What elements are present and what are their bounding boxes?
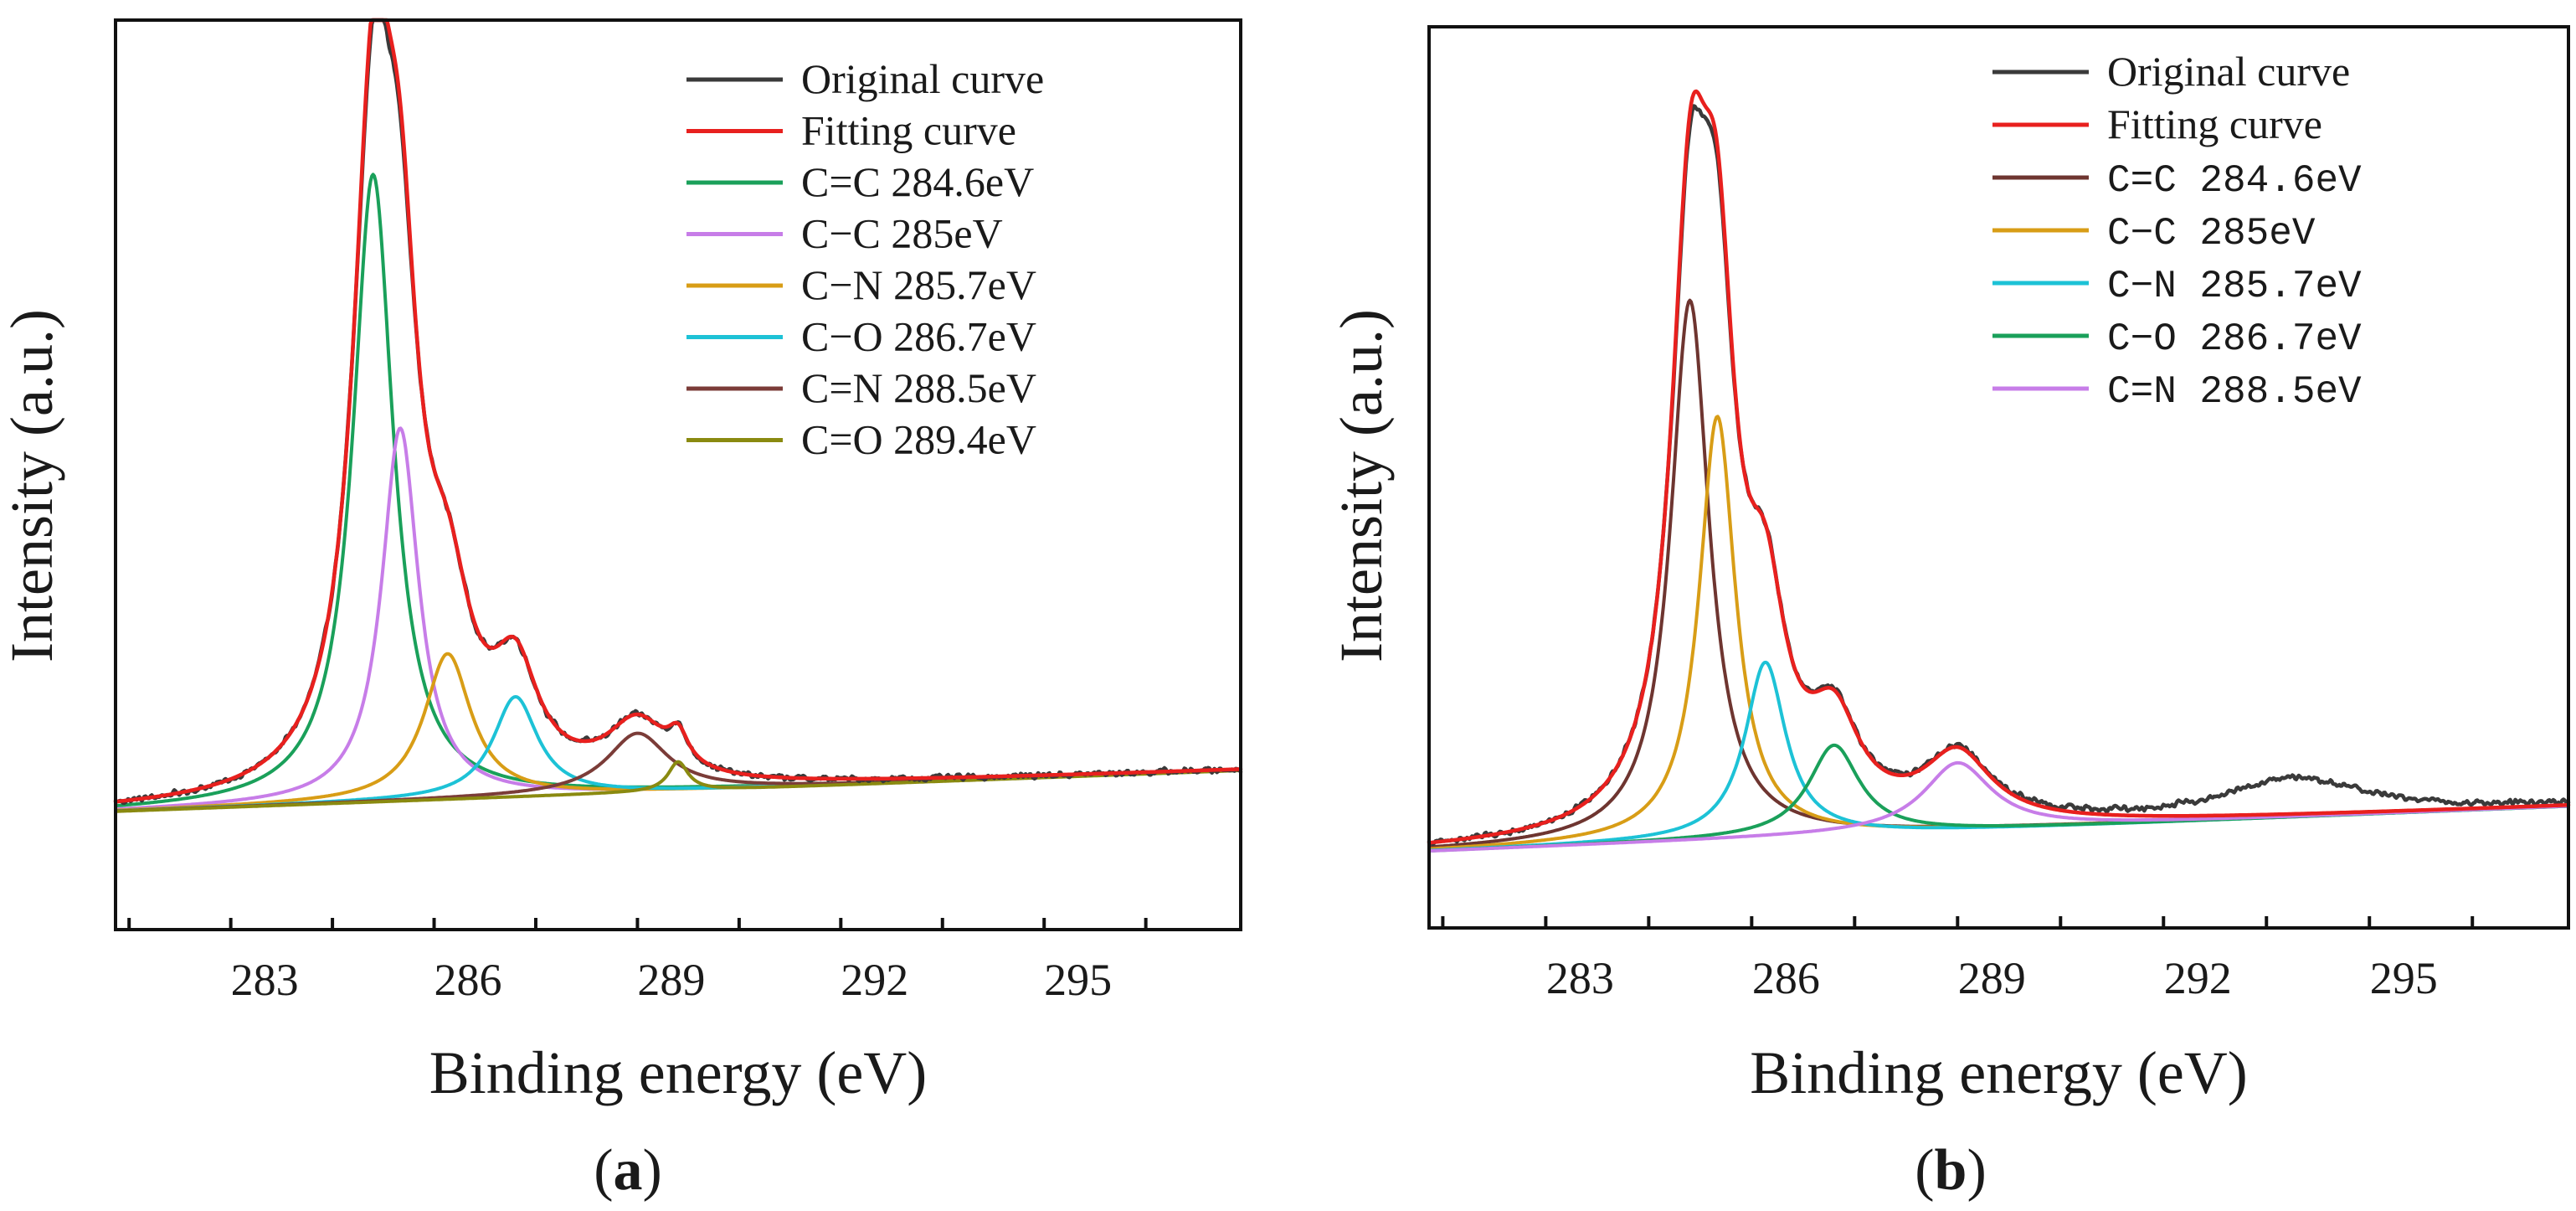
x-tick-label: 286 [1752, 953, 1820, 1003]
legend-entry-label: C=N 288.5eV [2107, 370, 2362, 414]
legend-entry-label: C−N 285.7eV [801, 261, 1036, 308]
plot-frame [1427, 25, 2570, 930]
legend-entry-label: C=C 284.6eV [801, 158, 1034, 205]
x-tick-label: 286 [434, 955, 502, 1005]
legend-entry-label: C−O 286.7eV [801, 313, 1036, 360]
legend-entry-label: Fitting curve [801, 107, 1016, 154]
x-tick-label: 289 [637, 955, 705, 1005]
series-line-fitting [1427, 89, 2571, 845]
x-tick-label: 289 [1958, 953, 2026, 1003]
legend-entry-label: Fitting curve [2107, 100, 2322, 147]
panel-label: (a) [594, 1138, 662, 1203]
y-axis-title: Intensity (a.u.) [1328, 309, 1395, 662]
chart-panel-a: 283 286 289 292 295 Binding energy (eV) Intens… [0, 18, 1243, 1203]
plot-frame [114, 18, 1242, 931]
legend-entry-label: C=N 288.5eV [801, 364, 1036, 411]
legend-entry-label: Original curve [801, 55, 1044, 102]
x-tick-label: 295 [1044, 955, 1112, 1005]
legend-entry-label: C−O 286.7eV [2107, 317, 2362, 361]
y-axis-title: Intensity (a.u.) [0, 309, 65, 662]
legend: Original curve Fitting curve C=C 284.6eV C−… [1992, 48, 2362, 414]
panel-label: (b) [1915, 1138, 1987, 1203]
legend-entry-label: C−N 285.7eV [2107, 265, 2362, 308]
chart-panel-b: 283 286 289 292 295 Binding energy (eV) Intens… [1328, 25, 2571, 1203]
x-tick-label: 283 [1546, 953, 1614, 1003]
series-line-fitting [113, 18, 1243, 804]
legend-entry-label: C=C 284.6eV [2107, 159, 2362, 203]
legend-entry-label: C=O 289.4eV [801, 416, 1036, 463]
x-axis-title: Binding energy (eV) [429, 1039, 928, 1106]
legend-entry-label: C−C 285eV [2107, 212, 2316, 255]
x-tick-label: 292 [2164, 953, 2232, 1003]
x-tick-label: 295 [2370, 953, 2438, 1003]
x-tick-label: 292 [841, 955, 908, 1005]
legend-entry-label: Original curve [2107, 48, 2350, 95]
x-axis-title: Binding energy (eV) [1750, 1039, 2248, 1106]
x-tick-label: 283 [231, 955, 299, 1005]
legend-entry-label: C−C 285eV [801, 210, 1003, 257]
